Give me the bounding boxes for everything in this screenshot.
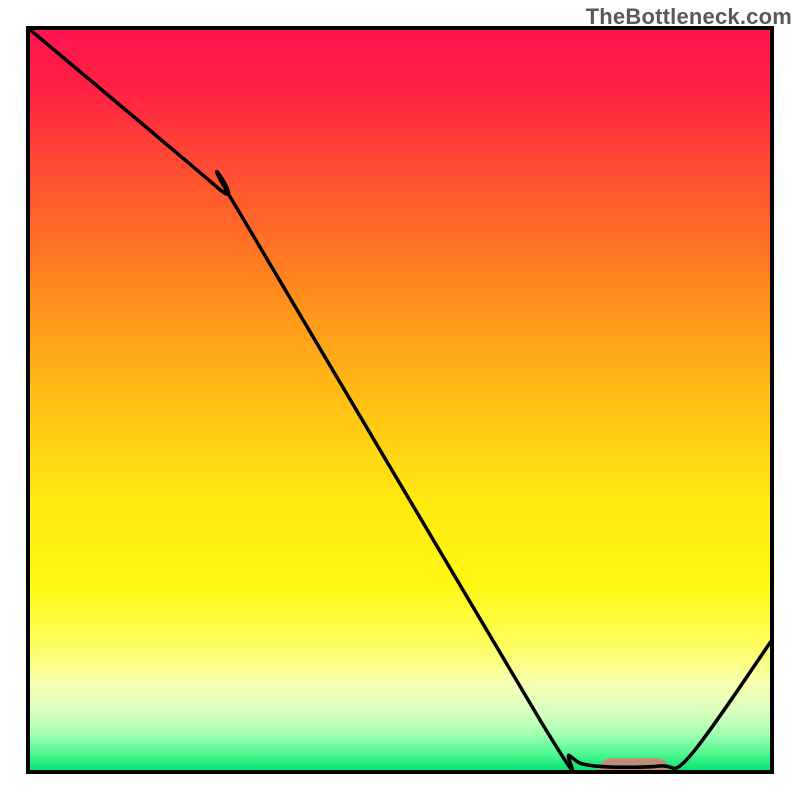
plot-area (28, 28, 772, 786)
chart-container: TheBottleneck.com (0, 0, 800, 800)
gradient-background (28, 28, 772, 772)
bottleneck-chart (0, 0, 800, 800)
